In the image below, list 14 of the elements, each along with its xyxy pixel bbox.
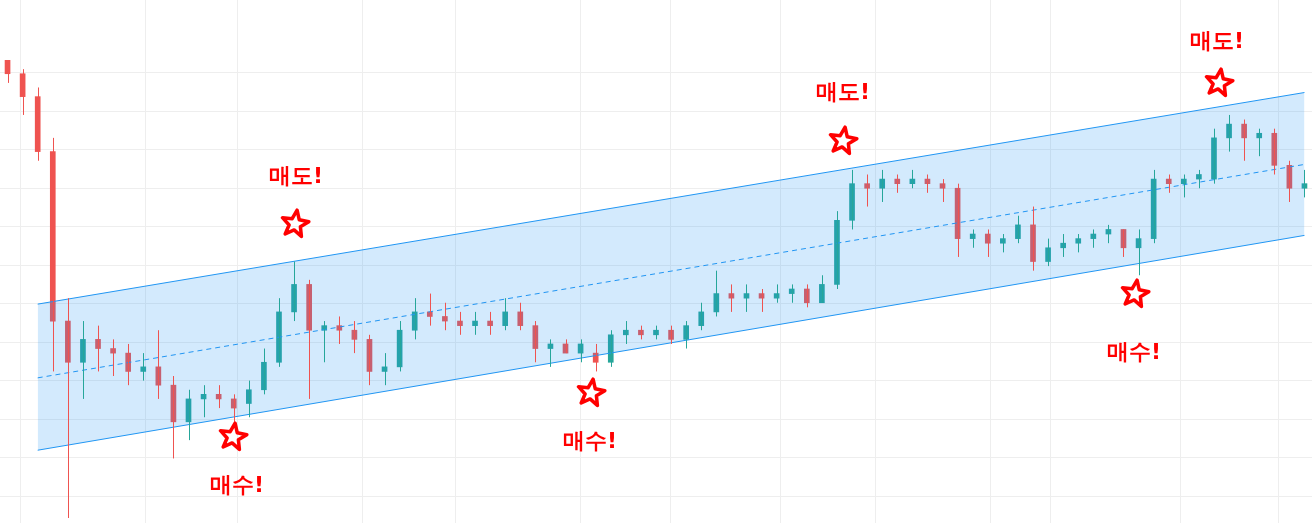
candlestick bbox=[80, 320, 86, 400]
candlestick bbox=[1000, 233, 1006, 253]
candlestick bbox=[864, 174, 870, 208]
candlestick bbox=[1075, 233, 1082, 253]
candlestick bbox=[1045, 238, 1051, 267]
annotation: 매수! bbox=[562, 427, 618, 455]
annotation: 매수! bbox=[1106, 338, 1162, 366]
annotation: 매도! bbox=[268, 162, 324, 190]
candlestick bbox=[246, 380, 252, 418]
annotation: 매수! bbox=[209, 471, 265, 499]
candlestick bbox=[849, 169, 855, 230]
candlestick bbox=[336, 315, 343, 345]
annotation: 매도! bbox=[815, 78, 871, 106]
text: 매도! bbox=[1189, 27, 1245, 55]
